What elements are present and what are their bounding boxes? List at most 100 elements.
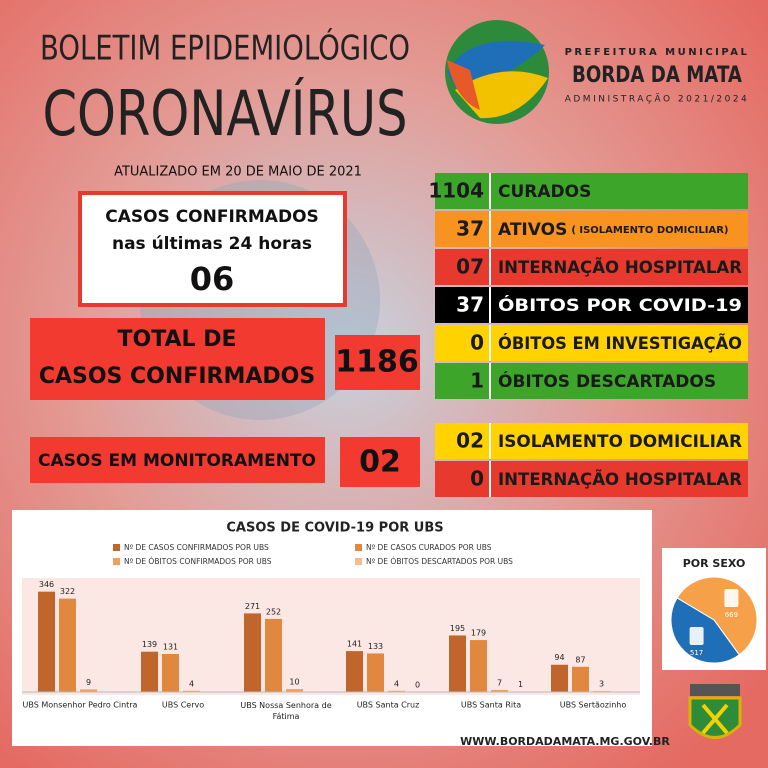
bar	[244, 613, 261, 692]
logo-line3: ADMINISTRAÇÃO 2021/2024	[565, 94, 750, 105]
monitoring-value-box	[340, 437, 420, 487]
sex-icon	[689, 627, 704, 646]
bar	[59, 598, 76, 692]
bar	[265, 618, 282, 692]
bar-value-label: 1	[518, 680, 523, 689]
bar-value-label: 139	[142, 640, 157, 649]
bar-value-label: 87	[575, 655, 585, 664]
stat-value: 0	[470, 331, 484, 355]
stat-value: 1	[470, 369, 484, 393]
stat-label-text: INTERNAÇÃO HOSPITALAR	[498, 255, 742, 278]
stat-label-text: ISOLAMENTO DOMICILIAR	[498, 432, 742, 452]
total-box	[30, 318, 325, 400]
bar-value-label: 179	[471, 629, 486, 638]
bar	[470, 640, 487, 692]
bar-value-label: 141	[347, 640, 362, 649]
legend-swatch	[355, 544, 362, 551]
total-value: 1186	[335, 345, 419, 380]
pie-value-label: 517	[690, 649, 703, 657]
bar	[162, 654, 179, 692]
stat-label: ISOLAMENTO DOMICILIAR	[498, 432, 742, 452]
logo-line2: BORDA DA MATA	[572, 63, 742, 88]
bar-chart: Nº DE CASOS CONFIRMADOS POR UBS346139271…	[22, 543, 640, 721]
x-tick-label: UBS Monsenhor Pedro Cintra	[23, 701, 138, 710]
logo	[445, 20, 549, 124]
stat-value: 02	[456, 429, 484, 453]
coat-of-arms	[688, 684, 742, 739]
bar	[183, 690, 200, 692]
bar	[286, 689, 303, 692]
legend-label: Nº DE CASOS CURADOS POR UBS	[366, 543, 492, 552]
bar-value-label: 10	[289, 678, 299, 687]
stat-label-text: ÓBITOS EM INVESTIGAÇÃO	[498, 331, 742, 354]
bar-value-label: 133	[368, 642, 383, 651]
last24-box	[78, 191, 347, 307]
pie-chart: 669 517	[670, 576, 758, 664]
bar	[388, 690, 405, 692]
legend-swatch	[355, 558, 362, 565]
stat-row	[435, 423, 748, 459]
x-tick-label: UBS Sertãozinho	[560, 701, 627, 710]
stat-value: 0	[470, 467, 484, 491]
last24-value: 06	[190, 260, 235, 298]
pie-title: POR SEXO	[683, 557, 746, 570]
bar	[80, 689, 97, 692]
stat-label: INTERNAÇÃO HOSPITALAR	[498, 467, 742, 490]
legend-swatch	[113, 558, 120, 565]
bar-value-label: 322	[60, 587, 75, 596]
stat-label-text: ATIVOS	[498, 220, 567, 240]
monitoring-value: 02	[359, 445, 401, 480]
sex-icon	[724, 588, 739, 607]
stat-value: 37	[456, 217, 484, 241]
stats: 1104 CURADOS 37 ATIVOS ( ISOLAMENTO DOMICILI…	[428, 173, 748, 497]
x-tick-label: UBS Santa Rita	[461, 701, 521, 710]
bar-value-label: 131	[163, 643, 178, 652]
bar-value-label: 0	[415, 681, 420, 690]
monitoring-box	[30, 437, 325, 483]
stat-value: 1104	[428, 179, 484, 203]
stat-label: ÓBITOS EM INVESTIGAÇÃO	[498, 331, 742, 354]
stat-label-text: ÓBITOS DESCARTADOS	[498, 370, 716, 392]
bar-value-label: 94	[554, 653, 564, 662]
stat-label-text: CURADOS	[498, 182, 591, 202]
updated: ATUALIZADO EM 20 DE MAIO DE 2021	[114, 165, 362, 180]
stat-row	[435, 461, 748, 497]
bar-value-label: 4	[189, 679, 194, 688]
stat-row	[435, 325, 748, 361]
bar	[491, 689, 508, 692]
stat-value: 37	[456, 293, 484, 317]
title: BOLETIM EPIDEMIOLÓGICO	[40, 28, 410, 69]
stat-row	[435, 249, 748, 285]
bar	[38, 591, 55, 692]
bar	[449, 635, 466, 692]
bar	[346, 651, 363, 692]
logo-line1: PREFEITURA MUNICIPAL	[565, 47, 750, 58]
chart-title: CASOS DE COVID-19 POR UBS	[226, 521, 443, 536]
total-line2: CASOS CONFIRMADOS	[39, 364, 315, 389]
stat-row	[435, 363, 748, 399]
bar	[572, 666, 589, 692]
bar-value-label: 271	[245, 602, 260, 611]
x-tick-label: UBS Nossa Senhora de Fátima	[240, 701, 331, 721]
bar-value-label: 195	[450, 624, 465, 633]
monitoring-label: CASOS EM MONITORAMENTO	[38, 451, 316, 471]
legend-label: Nº DE CASOS CONFIRMADOS POR UBS	[124, 543, 269, 552]
bar-value-label: 3	[599, 680, 604, 689]
x-tick-label: UBS Cervo	[162, 701, 204, 710]
stat-label: ÓBITOS POR COVID-19	[498, 294, 742, 316]
pie-slice	[670, 597, 740, 664]
stat-label: CURADOS	[498, 182, 591, 202]
total-value-box	[335, 335, 420, 390]
legend-label: Nº DE ÓBITOS DESCARTADOS POR UBS	[366, 557, 513, 566]
x-tick-label: UBS Santa Cruz	[357, 701, 420, 710]
bar	[367, 653, 384, 692]
legend-swatch	[113, 544, 120, 551]
last24-line1: CASOS CONFIRMADOS	[105, 207, 319, 227]
stat-label: ÓBITOS DESCARTADOS	[498, 370, 716, 392]
legend-label: Nº DE ÓBITOS CONFIRMADOS POR UBS	[124, 557, 272, 566]
stat-label: INTERNAÇÃO HOSPITALAR	[498, 255, 742, 278]
stat-row	[435, 211, 748, 247]
last24-line2: nas últimas 24 horas	[112, 234, 312, 254]
footer-url: WWW.BORDADAMATA.MG.GOV.BR	[460, 735, 670, 748]
